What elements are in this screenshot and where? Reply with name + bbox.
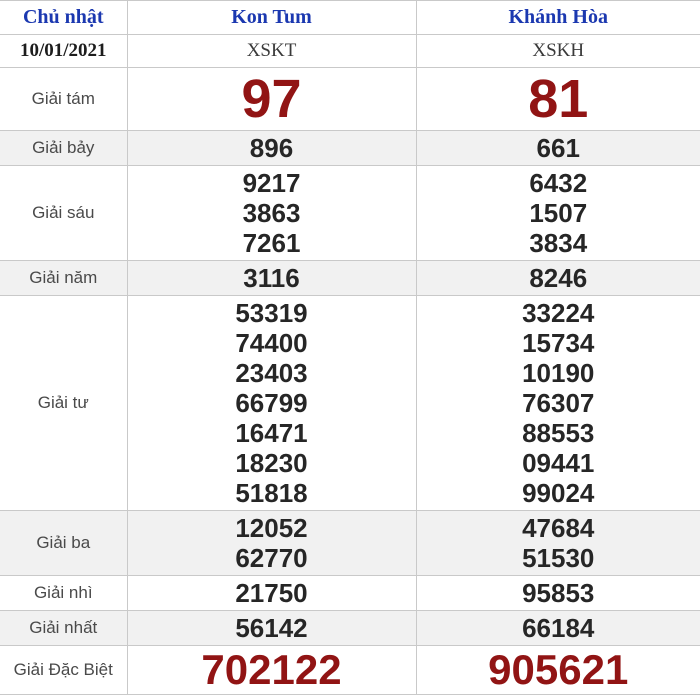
prize-number: 1507 — [417, 198, 700, 228]
prize-number: 09441 — [417, 448, 700, 478]
code-header-row: 10/01/2021 XSKT XSKH — [0, 35, 700, 68]
weekday-link[interactable]: Chủ nhật — [0, 1, 127, 35]
prize-number: 3863 — [128, 198, 416, 228]
prize-number: 905621 — [417, 648, 700, 692]
prize-numbers-cell: 95853 — [416, 576, 700, 611]
prize-number: 3834 — [417, 228, 700, 258]
prize-number: 47684 — [417, 513, 700, 543]
prize-numbers-cell: 3116 — [127, 261, 416, 296]
prize-number: 23403 — [128, 358, 416, 388]
station-code-kon-tum: XSKT — [127, 35, 416, 68]
prize-numbers-cell: 905621 — [416, 646, 700, 695]
prize-label: Giải Đặc Biệt — [0, 646, 127, 695]
prize-number: 896 — [128, 133, 416, 163]
prize-number: 62770 — [128, 543, 416, 573]
prize-number: 97 — [128, 70, 416, 128]
prize-number: 6432 — [417, 168, 700, 198]
prize-number: 53319 — [128, 298, 416, 328]
prize-number: 10190 — [417, 358, 700, 388]
station-code-khanh-hoa: XSKH — [416, 35, 700, 68]
prize-number: 95853 — [417, 578, 700, 608]
draw-date: 10/01/2021 — [0, 35, 127, 68]
prize-number: 9217 — [128, 168, 416, 198]
prize-number: 88553 — [417, 418, 700, 448]
prize-label: Giải tư — [0, 296, 127, 511]
prize-number: 8246 — [417, 263, 700, 293]
station-link-kon-tum[interactable]: Kon Tum — [127, 1, 416, 35]
prize-numbers-cell: 8246 — [416, 261, 700, 296]
prize-number: 661 — [417, 133, 700, 163]
prize-label: Giải ba — [0, 511, 127, 576]
prize-number: 18230 — [128, 448, 416, 478]
prize-number: 66799 — [128, 388, 416, 418]
prize-label: Giải nhì — [0, 576, 127, 611]
prize-label: Giải sáu — [0, 166, 127, 261]
prize-label: Giải năm — [0, 261, 127, 296]
prize-numbers-cell: 661 — [416, 131, 700, 166]
prize-number: 56142 — [128, 613, 416, 643]
prize-numbers-cell: 896 — [127, 131, 416, 166]
station-link-khanh-hoa[interactable]: Khánh Hòa — [416, 1, 700, 35]
prize-number: 702122 — [128, 648, 416, 692]
prize-numbers-cell: 66184 — [416, 611, 700, 646]
prize-numbers-cell: 56142 — [127, 611, 416, 646]
prize-number: 99024 — [417, 478, 700, 508]
prize-numbers-cell: 81 — [416, 68, 700, 131]
prize-number: 7261 — [128, 228, 416, 258]
prize-numbers-cell: 702122 — [127, 646, 416, 695]
prize-number: 51818 — [128, 478, 416, 508]
prize-number: 33224 — [417, 298, 700, 328]
prize-numbers-cell: 21750 — [127, 576, 416, 611]
prize-number: 74400 — [128, 328, 416, 358]
prize-number: 51530 — [417, 543, 700, 573]
prize-number: 3116 — [128, 263, 416, 293]
prize-number: 21750 — [128, 578, 416, 608]
prize-number: 15734 — [417, 328, 700, 358]
prize-number: 16471 — [128, 418, 416, 448]
prize-number: 12052 — [128, 513, 416, 543]
prize-numbers-cell: 97 — [127, 68, 416, 131]
prize-label: Giải tám — [0, 68, 127, 131]
prize-number: 66184 — [417, 613, 700, 643]
station-header-row: Chủ nhật Kon Tum Khánh Hòa — [0, 1, 700, 35]
prize-number: 81 — [417, 70, 700, 128]
prize-number: 76307 — [417, 388, 700, 418]
prize-label: Giải nhất — [0, 611, 127, 646]
prize-label: Giải bảy — [0, 131, 127, 166]
